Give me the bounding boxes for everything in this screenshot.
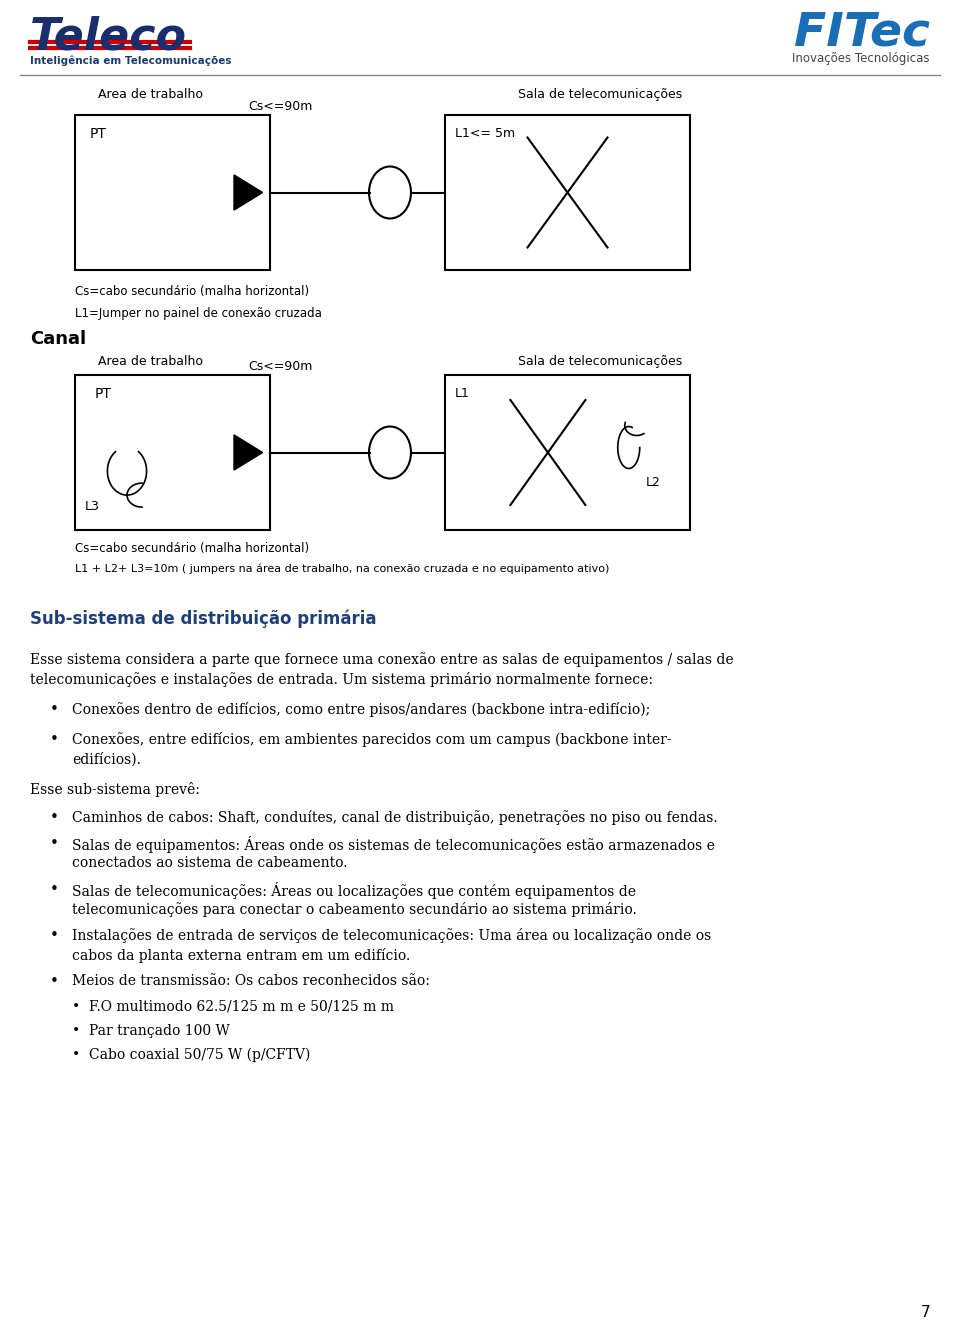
Text: •  Cabo coaxial 50/75 W (p/CFTV): • Cabo coaxial 50/75 W (p/CFTV) bbox=[72, 1048, 310, 1062]
Text: FITec: FITec bbox=[794, 9, 930, 55]
Bar bbox=[445, 115, 690, 270]
Text: PT: PT bbox=[90, 128, 107, 141]
Text: Area de trabalho: Area de trabalho bbox=[98, 89, 203, 101]
Text: •  F.O multimodo 62.5/125 m m e 50/125 m m: • F.O multimodo 62.5/125 m m e 50/125 m … bbox=[72, 1001, 394, 1014]
Bar bbox=[445, 375, 690, 530]
Text: L1<= 5m: L1<= 5m bbox=[455, 128, 516, 140]
Text: conectados ao sistema de cabeamento.: conectados ao sistema de cabeamento. bbox=[72, 855, 348, 870]
Text: •: • bbox=[50, 974, 59, 988]
Text: Cs<=90m: Cs<=90m bbox=[248, 99, 312, 113]
Text: Inovações Tecnológicas: Inovações Tecnológicas bbox=[793, 52, 930, 64]
Text: Area de trabalho: Area de trabalho bbox=[98, 355, 203, 368]
Polygon shape bbox=[234, 435, 263, 470]
Text: 7: 7 bbox=[921, 1305, 930, 1320]
Text: Esse sistema considera a parte que fornece uma conexão entre as salas de equipam: Esse sistema considera a parte que forne… bbox=[30, 651, 733, 667]
Text: telecomunicações e instalações de entrada. Um sistema primário normalmente forne: telecomunicações e instalações de entrad… bbox=[30, 672, 653, 688]
Text: Sala de telecomunicações: Sala de telecomunicações bbox=[517, 89, 683, 101]
Text: Conexões, entre edifícios, em ambientes parecidos com um campus (backbone inter-: Conexões, entre edifícios, em ambientes … bbox=[72, 732, 672, 747]
Text: •: • bbox=[50, 702, 59, 717]
Text: Meios de transmissão: Os cabos reconhecidos são:: Meios de transmissão: Os cabos reconheci… bbox=[72, 974, 430, 988]
Text: edifícios).: edifícios). bbox=[72, 752, 141, 767]
Text: cabos da planta externa entram em um edifício.: cabos da planta externa entram em um edi… bbox=[72, 948, 410, 963]
Text: •: • bbox=[50, 732, 59, 747]
Text: Salas de telecomunicações: Áreas ou localizações que contém equipamentos de: Salas de telecomunicações: Áreas ou loca… bbox=[72, 882, 636, 898]
Text: •: • bbox=[50, 928, 59, 943]
Text: •: • bbox=[50, 810, 59, 825]
Text: L1=Jumper no painel de conexão cruzada: L1=Jumper no painel de conexão cruzada bbox=[75, 308, 322, 320]
Text: Inteligência em Telecomunicações: Inteligência em Telecomunicações bbox=[30, 55, 231, 66]
Text: L1: L1 bbox=[455, 387, 469, 400]
Text: Sub-sistema de distribuição primária: Sub-sistema de distribuição primária bbox=[30, 610, 376, 629]
Text: PT: PT bbox=[95, 387, 112, 402]
Text: •: • bbox=[50, 882, 59, 897]
Text: Caminhos de cabos: Shaft, conduítes, canal de distribuição, penetrações no piso : Caminhos de cabos: Shaft, conduítes, can… bbox=[72, 810, 718, 825]
Text: Cs<=90m: Cs<=90m bbox=[248, 360, 312, 373]
Text: L1 + L2+ L3=10m ( jumpers na área de trabalho, na conexão cruzada e no equipamen: L1 + L2+ L3=10m ( jumpers na área de tra… bbox=[75, 564, 610, 575]
Polygon shape bbox=[234, 175, 263, 210]
Text: Canal: Canal bbox=[30, 330, 86, 348]
Text: Sala de telecomunicações: Sala de telecomunicações bbox=[517, 355, 683, 368]
Bar bbox=[75, 375, 270, 530]
Text: •  Par trançado 100 W: • Par trançado 100 W bbox=[72, 1023, 229, 1038]
Text: telecomunicações para conectar o cabeamento secundário ao sistema primário.: telecomunicações para conectar o cabeame… bbox=[72, 902, 636, 917]
Text: Cs=cabo secundário (malha horizontal): Cs=cabo secundário (malha horizontal) bbox=[75, 285, 309, 298]
Text: Instalações de entrada de serviços de telecomunicações: Uma área ou localização : Instalações de entrada de serviços de te… bbox=[72, 928, 711, 943]
Text: Conexões dentro de edifícios, como entre pisos/andares (backbone intra-edifício): Conexões dentro de edifícios, como entre… bbox=[72, 702, 650, 717]
Bar bbox=[75, 115, 270, 270]
Text: Esse sub-sistema prevê:: Esse sub-sistema prevê: bbox=[30, 782, 200, 796]
Text: L2: L2 bbox=[646, 475, 660, 489]
Text: Teleco: Teleco bbox=[30, 15, 187, 58]
Text: Cs=cabo secundário (malha horizontal): Cs=cabo secundário (malha horizontal) bbox=[75, 543, 309, 555]
Text: •: • bbox=[50, 835, 59, 851]
Text: L3: L3 bbox=[85, 500, 100, 513]
Text: Salas de equipamentos: Áreas onde os sistemas de telecomunicações estão armazena: Salas de equipamentos: Áreas onde os sis… bbox=[72, 835, 715, 853]
